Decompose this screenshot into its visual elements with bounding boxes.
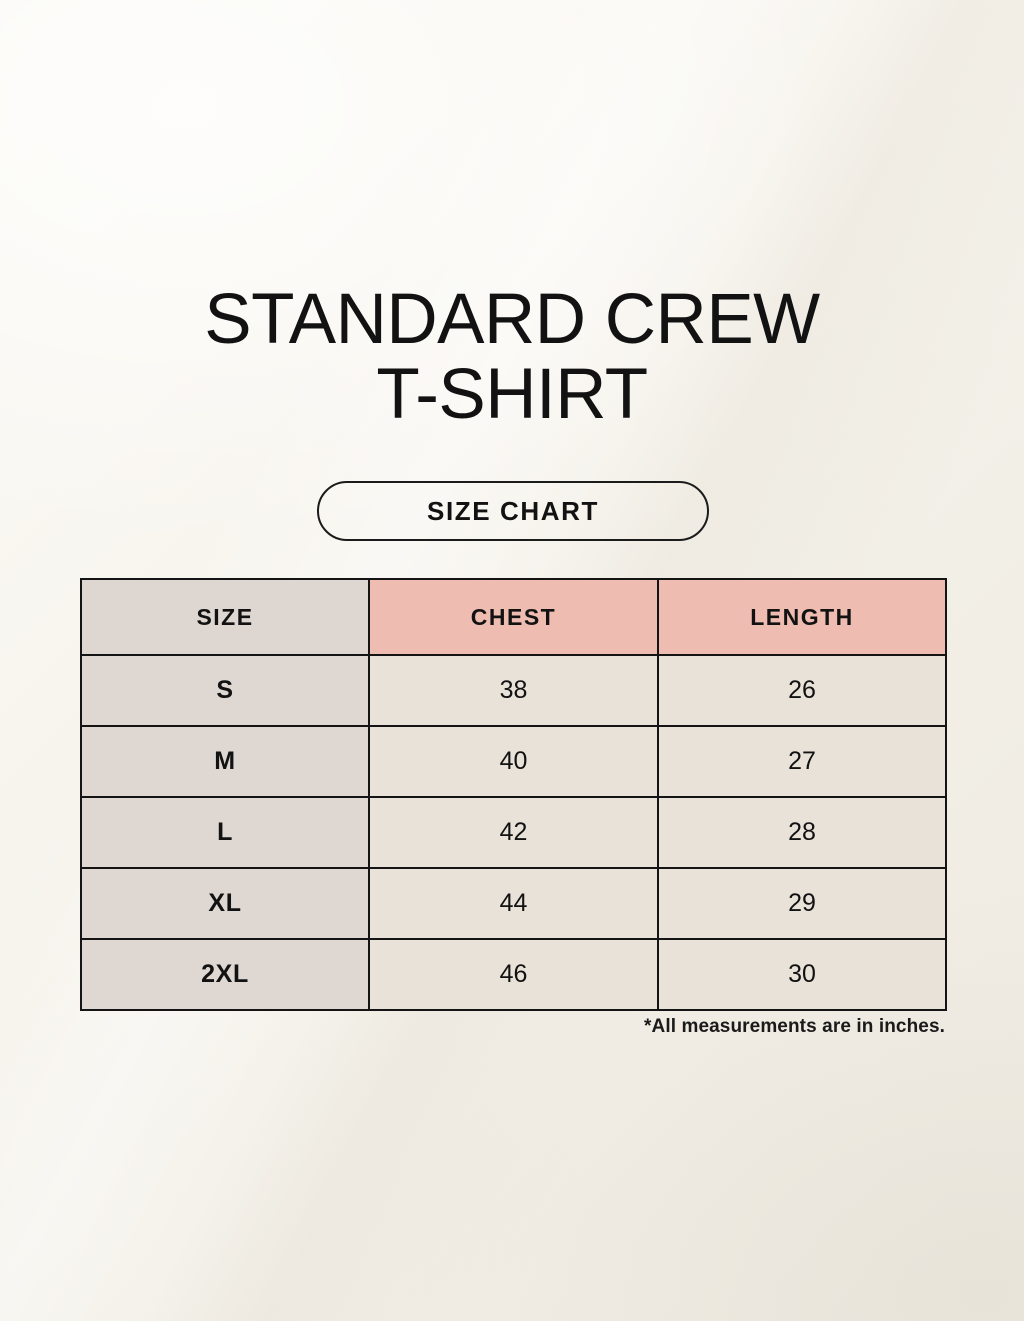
size-chart-badge: SIZE CHART [317,481,709,541]
table-row: M 40 27 [80,725,947,798]
table-footnote: *All measurements are in inches. [644,1016,945,1037]
size-chart-badge-label: SIZE CHART [427,495,599,526]
table-row: 2XL 46 30 [80,938,947,1011]
size-table-body: S 38 26 M 40 27 L 42 28 XL 44 29 2XL 46 [80,654,947,1011]
cell-size: 2XL [80,938,370,1011]
cell-length: 26 [657,654,947,727]
cell-chest: 44 [368,867,659,940]
page-title: STANDARD CREW T-SHIRT [204,280,820,434]
cell-length: 28 [657,796,947,869]
cell-chest: 40 [368,725,659,798]
cell-length: 30 [657,938,947,1011]
cell-length: 27 [657,725,947,798]
size-table-head: SIZE CHEST LENGTH [80,578,947,656]
table-row: L 42 28 [80,796,947,869]
cell-size: L [80,796,370,869]
column-header-size: SIZE [80,578,370,656]
table-row: S 38 26 [80,654,947,727]
cell-chest: 42 [368,796,659,869]
cell-size: S [80,654,370,727]
cell-size: M [80,725,370,798]
table-row: XL 44 29 [80,867,947,940]
cell-chest: 46 [368,938,659,1011]
column-header-length: LENGTH [657,578,947,656]
cell-size: XL [80,867,370,940]
cell-length: 29 [657,867,947,940]
size-table: SIZE CHEST LENGTH S 38 26 M 40 27 L 42 2… [80,578,947,1011]
cell-chest: 38 [368,654,659,727]
table-header-row: SIZE CHEST LENGTH [80,578,947,656]
column-header-chest: CHEST [368,578,659,656]
